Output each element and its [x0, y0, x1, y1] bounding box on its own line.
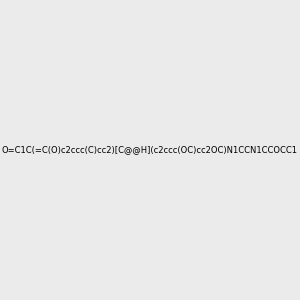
Text: O=C1C(=C(O)c2ccc(C)cc2)[C@@H](c2ccc(OC)cc2OC)N1CCN1CCOCC1: O=C1C(=C(O)c2ccc(C)cc2)[C@@H](c2ccc(OC)c…: [2, 146, 298, 154]
